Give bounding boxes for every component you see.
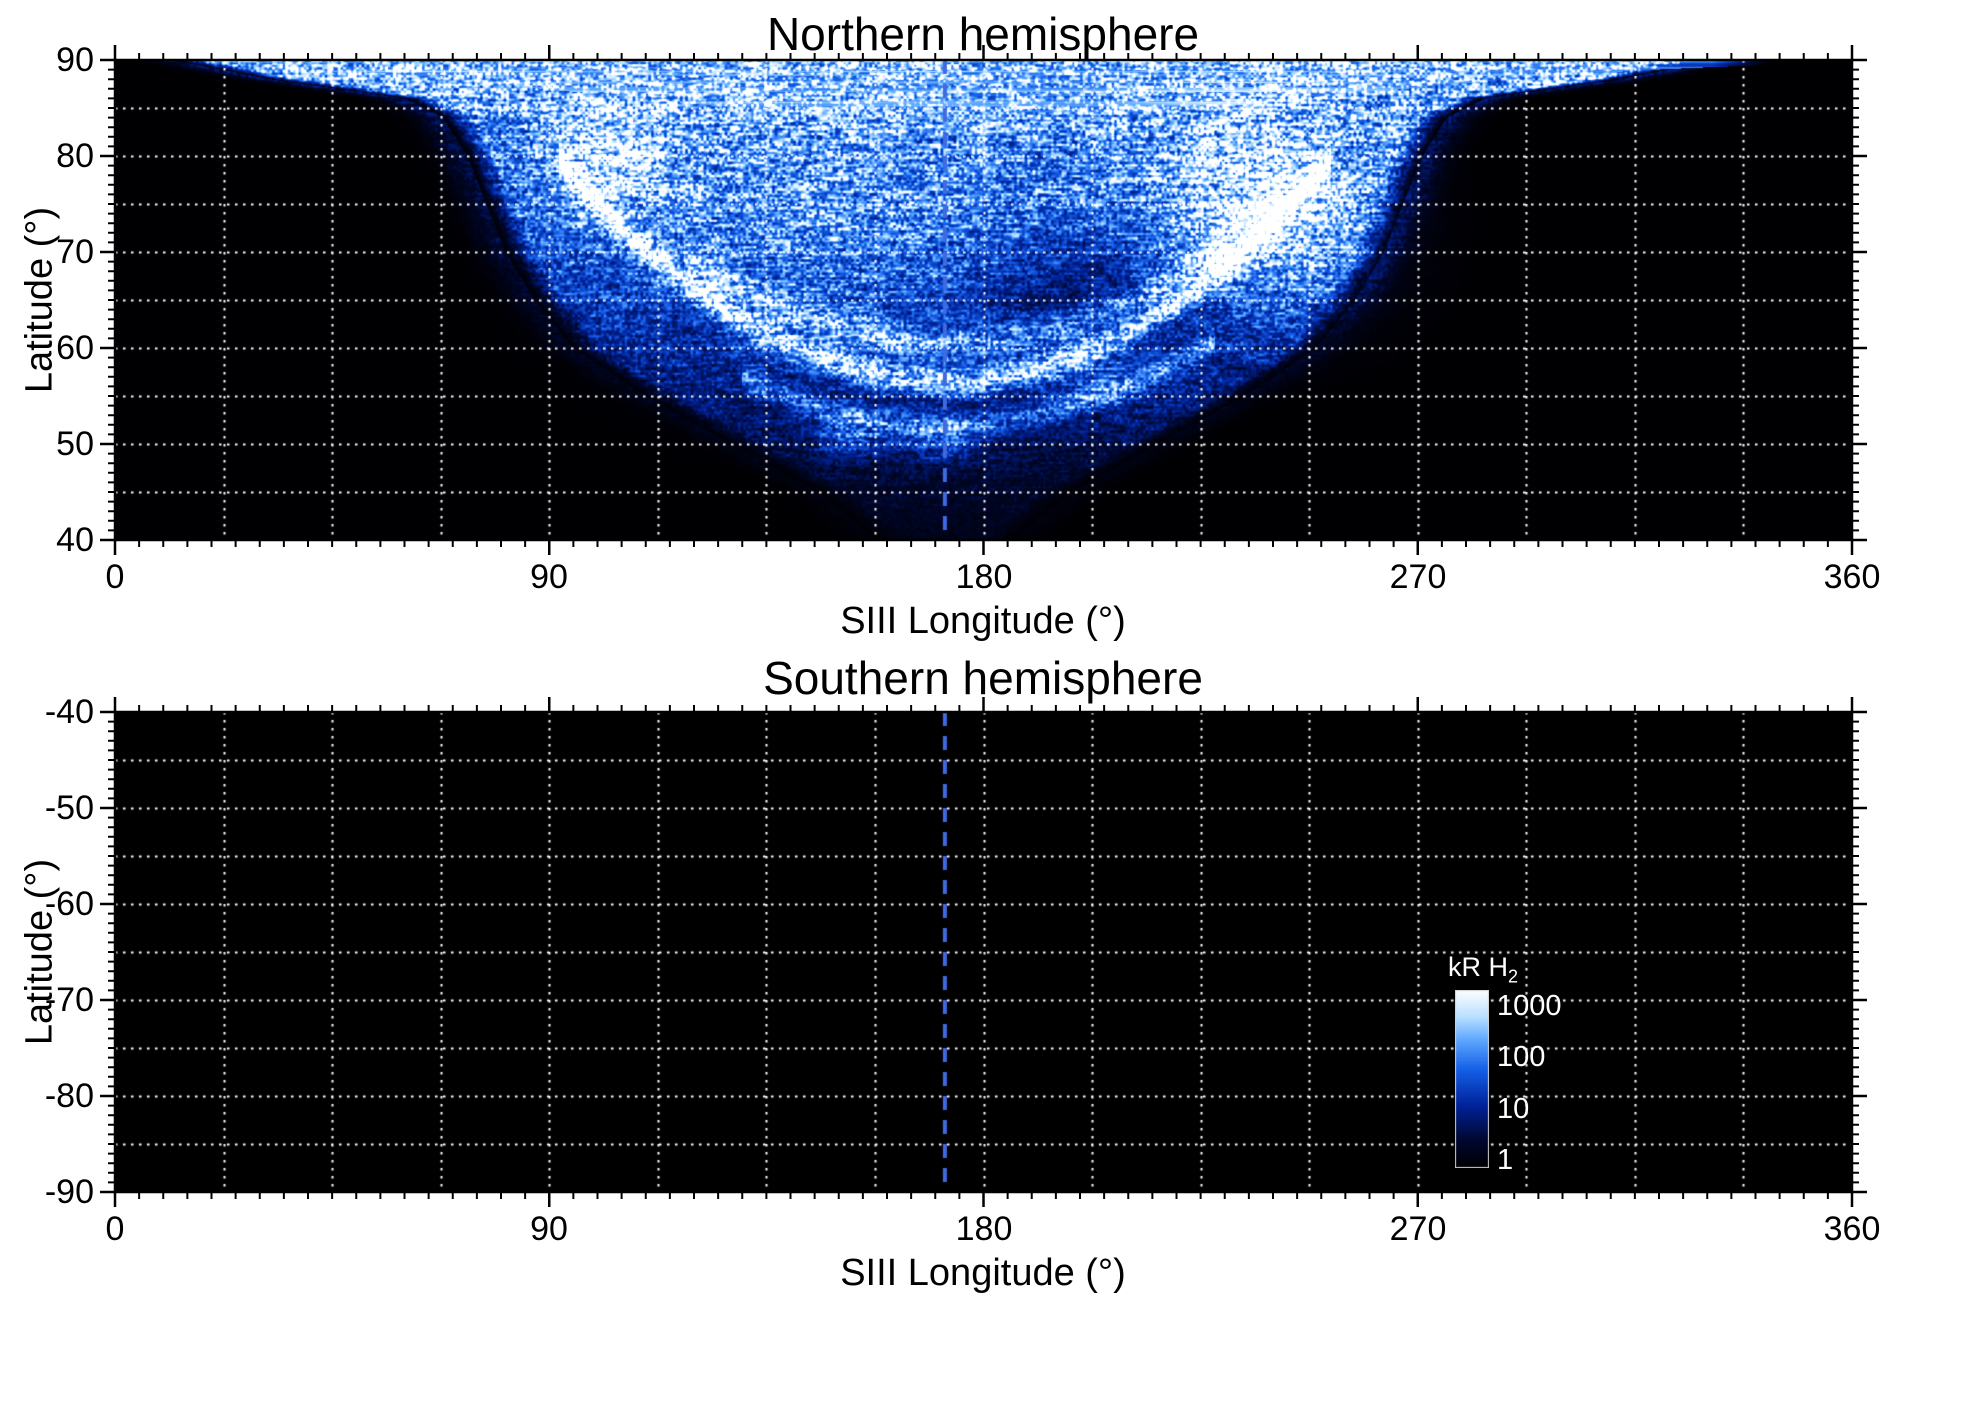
north-heatmap	[115, 60, 1852, 540]
south-y-tick-label: -80	[44, 1077, 94, 1115]
colorbar-tick-label: 100	[1497, 1041, 1546, 1073]
south-y-tick-label: -90	[44, 1173, 94, 1211]
south-x-tick-label: 360	[1823, 1210, 1881, 1248]
colorbar-tick-label: 10	[1497, 1093, 1530, 1125]
north-x-axis-label: SIII Longitude (°)	[840, 600, 1126, 642]
south-x-tick-label: 90	[530, 1210, 568, 1248]
south-x-axis-label: SIII Longitude (°)	[840, 1252, 1126, 1294]
colorbar-title-sub: 2	[1508, 966, 1519, 987]
south-y-tick-label: -40	[44, 693, 94, 731]
south-title: Southern hemisphere	[763, 652, 1203, 704]
colorbar-tick-label: 1000	[1497, 990, 1562, 1022]
south-x-tick-label: 270	[1389, 1210, 1447, 1248]
colorbar-tick-label: 1	[1497, 1144, 1514, 1176]
colorbar-title: kR H2	[1448, 952, 1518, 987]
south-y-tick-label: -50	[44, 789, 94, 827]
north-y-tick-label: 40	[56, 521, 94, 559]
north-x-tick-label: 360	[1823, 558, 1881, 596]
south-y-tick-label: -60	[44, 885, 94, 923]
north-title: Northern hemisphere	[766, 8, 1200, 60]
colorbar-title-text: kR H	[1448, 952, 1508, 982]
north-y-tick-label: 60	[56, 329, 94, 367]
north-y-tick-label: 80	[56, 137, 94, 175]
north-y-tick-label: 70	[56, 233, 94, 271]
north-x-tick-label: 180	[955, 558, 1013, 596]
north-x-tick-label: 90	[530, 558, 568, 596]
south-x-tick-label: 180	[955, 1210, 1013, 1248]
south-x-tick-label: 0	[105, 1210, 125, 1248]
north-y-tick-label: 90	[56, 41, 94, 79]
colorbar-gradient	[1455, 990, 1489, 1168]
south-y-tick-label: -70	[44, 981, 94, 1019]
north-x-tick-label: 0	[105, 558, 125, 596]
north-y-tick-label: 50	[56, 425, 94, 463]
north-x-tick-label: 270	[1389, 558, 1447, 596]
